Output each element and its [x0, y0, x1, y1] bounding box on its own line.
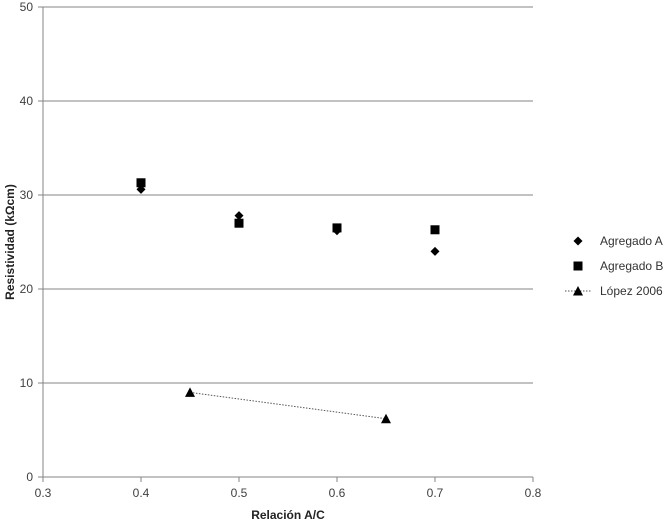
- series-square: [136, 178, 440, 235]
- series-triangle: [185, 387, 391, 424]
- legend-marker: [573, 236, 583, 246]
- axes: [38, 6, 534, 482]
- x-tick-label: 0.7: [427, 486, 444, 500]
- legend-item: Agregado B: [573, 259, 663, 273]
- y-axis-label: Resistividad (kΩcm): [3, 184, 17, 300]
- x-tick-label: 0.8: [525, 486, 542, 500]
- legend-marker: [573, 286, 583, 296]
- x-axis-label: Relación A/C: [251, 508, 325, 522]
- series-line: [189, 391, 387, 420]
- legend-label: Agregado A: [600, 234, 663, 248]
- y-tick-labels: 0 10 20 30 40 50: [20, 0, 34, 484]
- y-tick-label: 20: [20, 282, 34, 296]
- data-point: [332, 223, 342, 233]
- y-tick-label: 10: [20, 376, 34, 390]
- data-point: [234, 211, 244, 221]
- data-point: [136, 178, 146, 188]
- y-tick-label: 50: [20, 0, 34, 14]
- legend: Agregado A Agregado B López 2006: [565, 234, 663, 298]
- data-point: [234, 218, 244, 228]
- legend-label: Agregado B: [600, 259, 663, 273]
- plot-series: [136, 178, 440, 424]
- y-tick-label: 30: [20, 188, 34, 202]
- gridlines: [43, 6, 533, 384]
- legend-marker: [573, 261, 583, 271]
- data-point: [381, 413, 391, 424]
- y-tick-label: 0: [26, 470, 33, 484]
- series-diamond: [136, 184, 440, 256]
- x-tick-labels: 0.3 0.4 0.5 0.6 0.7 0.8: [35, 486, 542, 500]
- x-tick-label: 0.5: [231, 486, 248, 500]
- legend-item: Agregado A: [573, 234, 663, 248]
- legend-item: López 2006: [565, 284, 663, 298]
- data-point: [430, 246, 440, 256]
- data-point: [430, 225, 440, 235]
- x-tick-label: 0.4: [133, 486, 150, 500]
- legend-label: López 2006: [600, 284, 663, 298]
- x-tick-label: 0.3: [35, 486, 52, 500]
- x-tick-label: 0.6: [329, 486, 346, 500]
- y-tick-label: 40: [20, 94, 34, 108]
- data-point: [185, 387, 195, 397]
